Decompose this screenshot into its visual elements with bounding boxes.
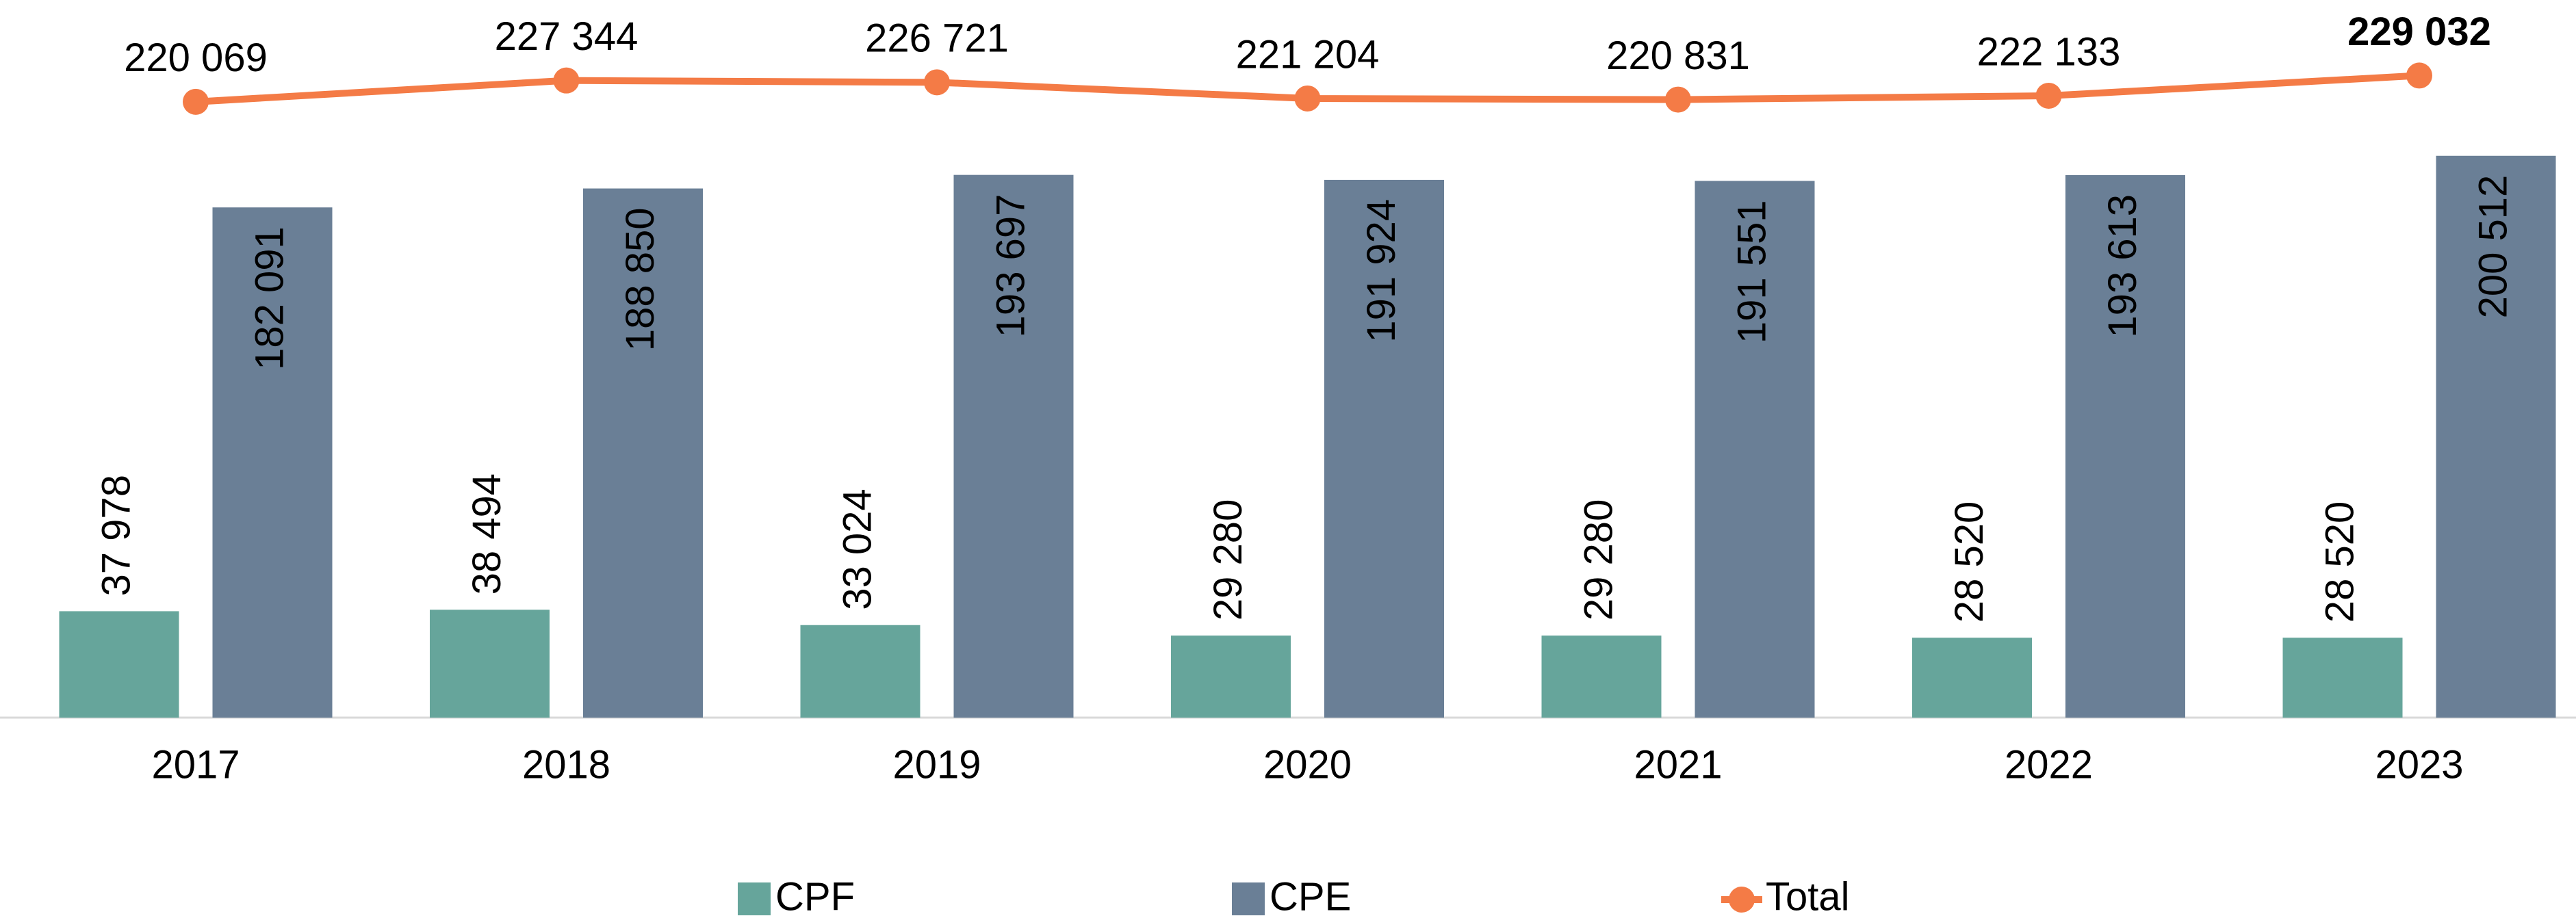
bar-label: 33 024 bbox=[835, 488, 879, 610]
bar-label: 188 850 bbox=[618, 208, 662, 352]
bar-label: 29 280 bbox=[1576, 499, 1621, 620]
bar bbox=[59, 611, 179, 718]
total-label: 222 133 bbox=[1977, 29, 2121, 74]
bar bbox=[953, 174, 1074, 718]
legend-label: Total bbox=[1766, 874, 1850, 916]
bar bbox=[430, 610, 550, 718]
bar bbox=[1171, 636, 1291, 718]
bar-label: 191 924 bbox=[1359, 199, 1404, 343]
bar bbox=[583, 188, 703, 718]
total-label: 229 032 bbox=[2347, 10, 2491, 54]
x-tick-label: 2020 bbox=[1263, 742, 1352, 787]
x-tick-label: 2018 bbox=[522, 742, 610, 787]
total-marker bbox=[924, 69, 950, 96]
x-tick-label: 2022 bbox=[2005, 742, 2093, 787]
bar bbox=[800, 625, 920, 718]
bar bbox=[2282, 638, 2403, 718]
bar-label: 193 613 bbox=[2100, 194, 2145, 338]
total-marker bbox=[553, 67, 580, 94]
x-tick-label: 2023 bbox=[2375, 742, 2463, 787]
bar-label: 28 520 bbox=[1947, 501, 1992, 623]
bar-label: 200 512 bbox=[2471, 175, 2515, 319]
bar-label: 29 280 bbox=[1206, 499, 1250, 620]
legend-swatch bbox=[1729, 887, 1755, 913]
total-label: 220 069 bbox=[124, 36, 268, 80]
bar-label: 182 091 bbox=[247, 226, 292, 370]
bar-label: 193 697 bbox=[988, 194, 1033, 338]
bar-label: 38 494 bbox=[465, 473, 509, 594]
legend-swatch bbox=[1232, 882, 1265, 915]
bar-label: 37 978 bbox=[94, 475, 138, 596]
x-tick-label: 2021 bbox=[1634, 742, 1722, 787]
legend-swatch bbox=[738, 882, 771, 915]
bar bbox=[1324, 179, 1444, 718]
total-marker bbox=[183, 88, 209, 115]
bar bbox=[212, 207, 333, 718]
total-label: 227 344 bbox=[495, 14, 639, 59]
total-label: 220 831 bbox=[1606, 34, 1750, 78]
bar bbox=[1541, 636, 1662, 718]
x-tick-label: 2019 bbox=[892, 742, 981, 787]
total-marker bbox=[1294, 85, 1321, 112]
bar-label: 191 551 bbox=[1729, 200, 1774, 343]
x-tick-label: 2017 bbox=[151, 742, 240, 787]
bar-label: 28 520 bbox=[2317, 501, 2362, 623]
total-marker bbox=[2035, 82, 2062, 109]
total-marker bbox=[1665, 86, 1691, 113]
bar bbox=[2065, 175, 2185, 718]
bar bbox=[1695, 181, 1815, 718]
total-marker bbox=[2406, 62, 2432, 89]
legend-label: CPF bbox=[775, 874, 855, 916]
legend-label: CPE bbox=[1270, 874, 1351, 916]
total-label: 221 204 bbox=[1236, 32, 1380, 77]
bar bbox=[2436, 155, 2556, 718]
bar bbox=[1912, 638, 2032, 718]
total-label: 226 721 bbox=[865, 16, 1009, 61]
